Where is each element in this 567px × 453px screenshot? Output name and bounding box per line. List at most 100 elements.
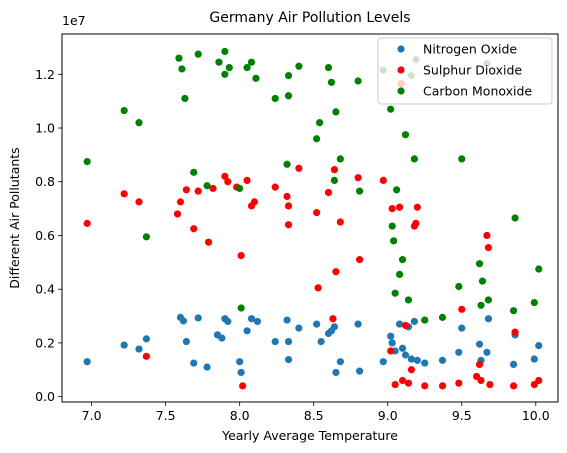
sulphur-dioxide-point [313, 209, 321, 217]
sulphur-dioxide-point [354, 174, 362, 182]
carbon-monoxide-point [181, 94, 189, 103]
legend: Nitrogen Oxide Sulphur Dioxide Carbon Mono… [377, 37, 553, 105]
nitrogen-oxide-point [142, 335, 150, 343]
carbon-monoxide-point [316, 119, 324, 127]
nitrogen-oxide-point [398, 344, 407, 352]
nitrogen-oxide-point [458, 324, 466, 332]
nitrogen-oxide-point [271, 337, 279, 346]
sulphur-dioxide-point [336, 218, 344, 226]
carbon-monoxide-point [398, 256, 407, 264]
sulphur-dioxide-point [401, 321, 410, 330]
nitrogen-oxide-point [283, 316, 291, 324]
sulphur-dioxide-point [221, 172, 229, 180]
sulphur-dioxide-point [509, 382, 518, 390]
carbon-monoxide-point [535, 265, 543, 273]
sulphur-dioxide-point [173, 210, 182, 218]
y-tick-label: 1.0 [35, 121, 55, 136]
nitrogen-oxide-point [332, 368, 340, 377]
carbon-monoxide-point [477, 301, 485, 309]
nitrogen-oxide-point [401, 351, 410, 359]
sulphur-dioxide-point [182, 186, 190, 194]
carbon-monoxide-point [387, 105, 395, 113]
y-tick-label: 1.2 [35, 67, 55, 82]
sulphur-dioxide-point [142, 352, 150, 360]
carbon-monoxide-point [142, 233, 150, 241]
nitrogen-oxide-point [284, 355, 293, 364]
sulphur-dioxide-point [486, 380, 494, 389]
sulphur-dioxide-point [387, 347, 395, 355]
x-tick-label: 8.0 [230, 408, 250, 423]
nitrogen-oxide-point [509, 360, 518, 368]
nitrogen-oxide-point [410, 317, 418, 326]
nitrogen-oxide-point [295, 324, 303, 332]
carbon-monoxide-point [284, 92, 293, 100]
x-tick-label: 7.0 [82, 408, 102, 423]
nitrogen-oxide-point [483, 348, 491, 356]
sulphur-dioxide-point [458, 305, 466, 313]
carbon-monoxide-point [221, 47, 229, 56]
sulphur-dioxide-point [407, 366, 416, 374]
carbon-monoxide-point [83, 157, 91, 166]
carbon-monoxide-point [390, 237, 398, 245]
chart-title: Germany Air Pollution Levels [209, 10, 410, 26]
ticks-layer: 7.0 7.5 8.0 8.5 9.0 9.5 10.0 0.0 0.2 0.4 0.6 0.8 1.0… [35, 67, 550, 423]
carbon-monoxide-point [178, 65, 186, 73]
sulphur-dioxide-point [398, 376, 407, 385]
sulphur-dioxide-point [283, 192, 291, 201]
x-tick-label: 8.5 [304, 408, 324, 423]
carbon-monoxide-point [511, 214, 519, 222]
sulphur-dioxide-point [135, 198, 143, 206]
nitrogen-oxide-point [120, 341, 128, 349]
carbon-monoxide-point [203, 182, 211, 190]
nitrogen-oxide-point [475, 340, 484, 348]
x-tick-label: 7.5 [156, 408, 176, 423]
sulphur-dioxide-point [314, 284, 322, 292]
carbon-monoxide-point [252, 74, 260, 82]
nitrogen-oxide-point [317, 337, 325, 346]
sulphur-dioxide-point [284, 202, 293, 210]
sulphur-dioxide-point [204, 238, 213, 246]
carbon-monoxide-point [120, 106, 128, 115]
y-tick-label: 0.6 [35, 228, 55, 243]
sulphur-dioxide-point [404, 379, 413, 387]
nitrogen-oxide-point [395, 320, 404, 328]
x-tick-label: 10.0 [522, 408, 550, 423]
sulphur-dioxide-point [324, 188, 333, 197]
carbon-monoxide-point [509, 307, 518, 315]
sulphur-dioxide-point [330, 166, 339, 174]
sulphur-dioxide-point [120, 190, 128, 198]
carbon-monoxide-point [295, 62, 303, 70]
nitrogen-oxide-point [243, 327, 251, 335]
nitrogen-oxide-point [438, 356, 447, 364]
sulphur-dioxide-point [329, 315, 337, 323]
sulphur-dioxide-point [483, 231, 491, 240]
carbon-monoxide-point [190, 168, 198, 176]
nitrogen-oxide-point [224, 317, 232, 326]
legend-marker-carbon-monoxide [397, 87, 405, 95]
sulphur-dioxide-point [83, 219, 91, 227]
nitrogen-oxide-point [336, 358, 344, 366]
carbon-monoxide-point [283, 160, 291, 168]
nitrogen-oxide-point [83, 358, 91, 366]
sulphur-dioxide-point [224, 178, 232, 186]
carbon-monoxide-point [194, 50, 202, 58]
sulphur-dioxide-point [412, 219, 420, 227]
sulphur-dioxide-point [284, 221, 293, 229]
carbon-monoxide-point [458, 155, 466, 163]
y-axis-label: Different Air Pollutants [7, 147, 22, 288]
carbon-monoxide-point [332, 108, 340, 116]
nitrogen-oxide-point [530, 355, 538, 363]
nitrogen-oxide-point [179, 317, 188, 325]
carbon-monoxide-point [175, 54, 183, 62]
nitrogen-oxide-point [236, 358, 244, 366]
x-tick-label: 9.0 [378, 408, 398, 423]
sulphur-dioxide-point [190, 225, 198, 233]
x-axis-label: Yearly Average Temperature [221, 428, 398, 443]
nitrogen-oxide-point [182, 337, 190, 346]
plot-frame [61, 33, 559, 403]
nitrogen-oxide-point [194, 314, 202, 322]
sulphur-dioxide-point [395, 203, 404, 211]
carbon-monoxide-point [484, 296, 493, 304]
carbon-monoxide-point [221, 70, 229, 78]
